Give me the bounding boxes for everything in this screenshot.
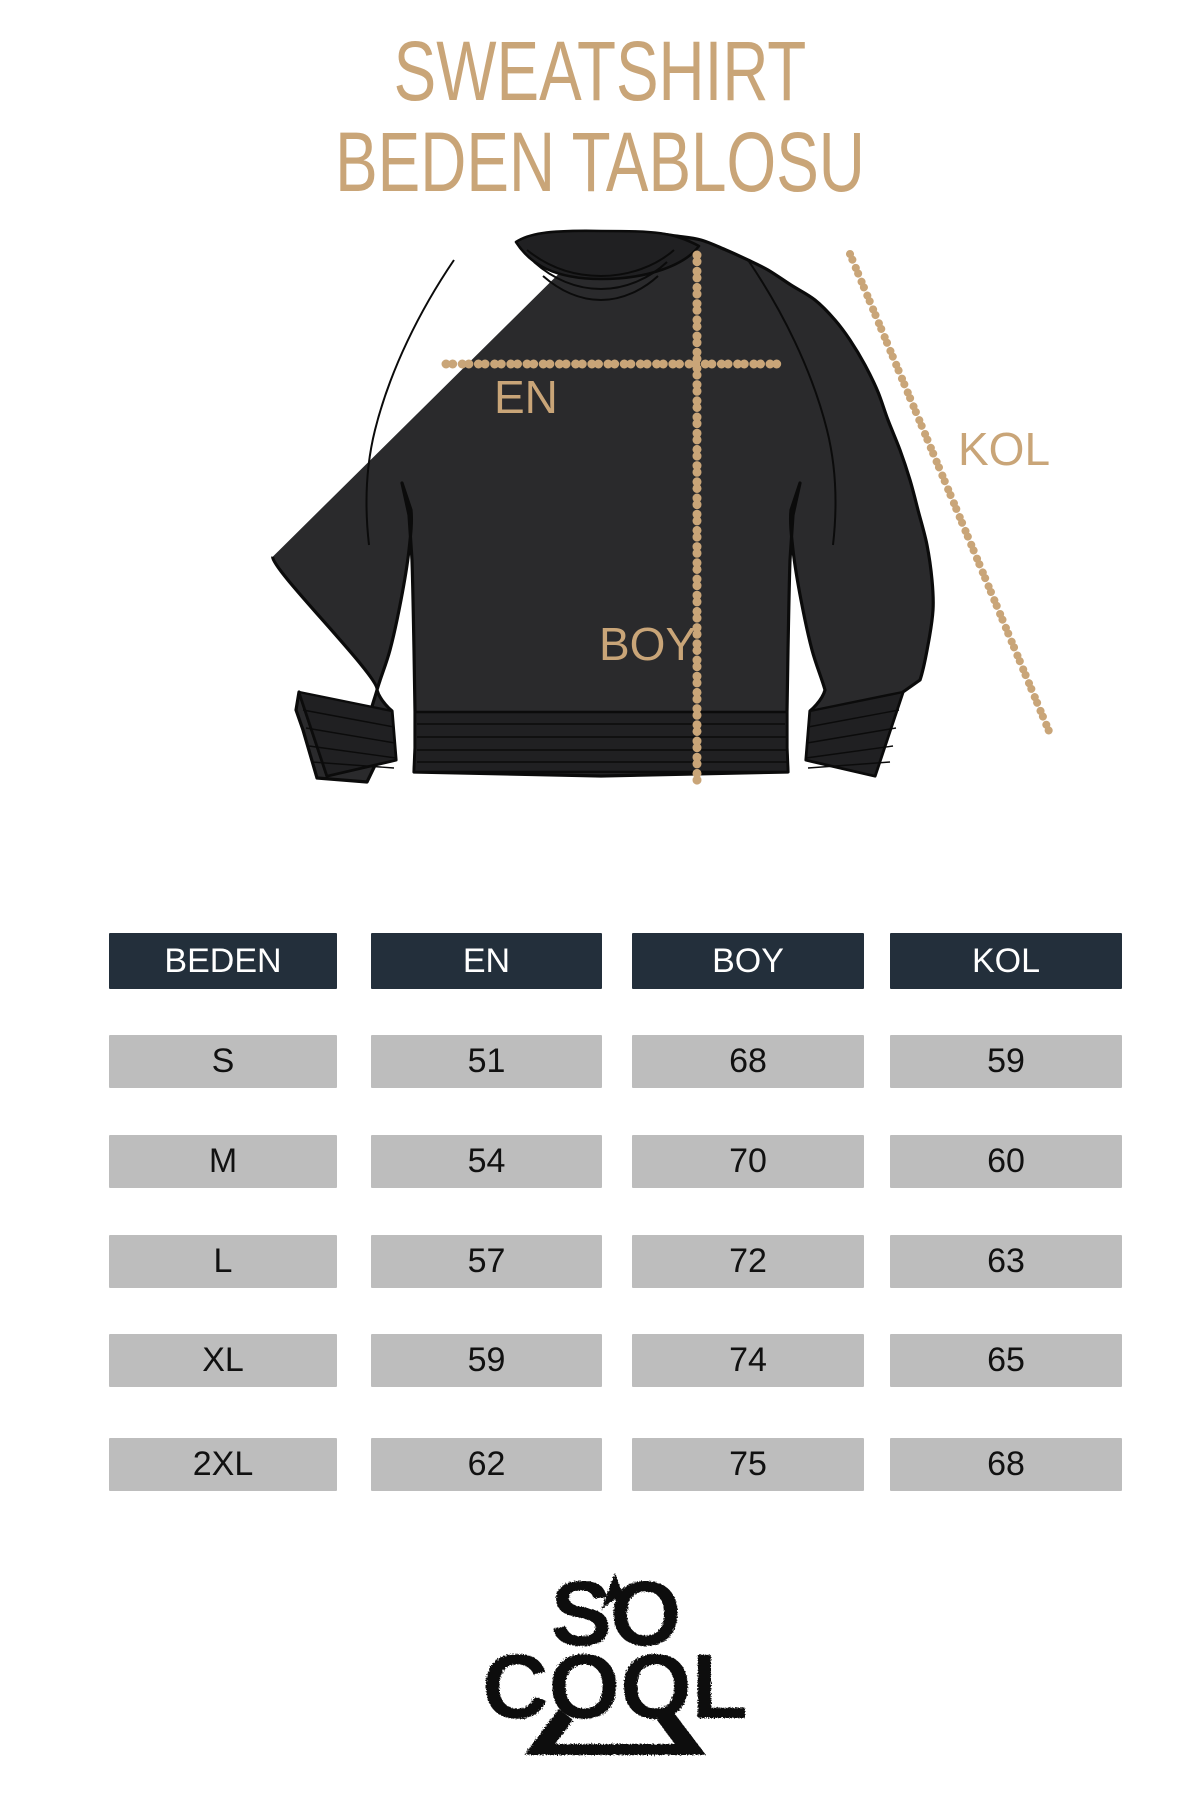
svg-text:COOL: COOL: [482, 1636, 748, 1738]
